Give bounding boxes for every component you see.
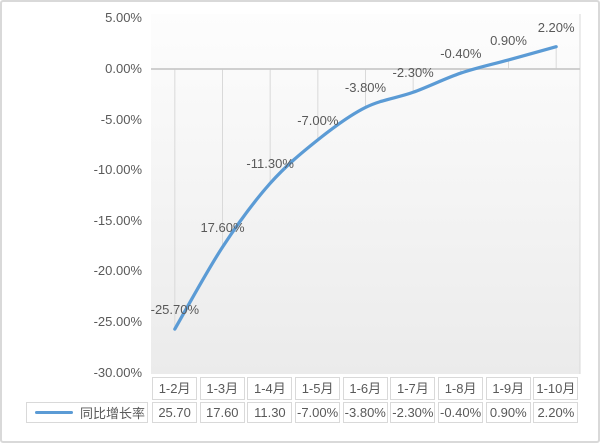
- data-point-label: -11.30%: [246, 156, 294, 172]
- data-table-value-cell: 17.60: [199, 402, 245, 423]
- data-table-month-cell: 1-8月: [438, 377, 484, 400]
- data-table-value-cell: -2.30%: [390, 402, 436, 423]
- series-line-同比增长率: [173, 45, 558, 331]
- data-point-label: -2.30%: [392, 65, 434, 81]
- data-table-value-cell: -0.40%: [438, 402, 484, 423]
- legend-series-label: 同比增长率: [80, 406, 146, 421]
- data-table-value-cell: 0.90%: [485, 402, 531, 423]
- data-table-value-cell: -3.80%: [342, 402, 388, 423]
- data-point-label: -0.40%: [440, 46, 482, 62]
- plot-background: [151, 14, 580, 374]
- y-axis-tick-label: -5.00%: [100, 111, 142, 127]
- data-table-value-cell: 11.30: [247, 402, 293, 423]
- data-point-label: -3.80%: [344, 80, 387, 96]
- data-point-label: 0.90%: [490, 32, 527, 48]
- data-table-month-cell: 1-7月: [390, 377, 436, 400]
- data-table-value-cell: -7.00%: [295, 402, 341, 423]
- legend-line-swatch: [35, 411, 73, 414]
- data-table-month-cell: 1-9月: [485, 377, 531, 400]
- data-table-month-cell: 1-10月: [533, 377, 579, 400]
- data-table-month-cell: 1-4月: [247, 377, 293, 400]
- y-axis-tick-label: 0.00%: [105, 61, 142, 76]
- y-axis-tick-label: -10.00%: [93, 162, 142, 178]
- data-table-value-cell: 2.20%: [533, 402, 579, 423]
- y-axis-tick-label: -20.00%: [93, 263, 142, 279]
- legend: 同比增长率: [26, 402, 148, 423]
- data-table-month-cell: 1-5月: [295, 377, 341, 400]
- data-table-month-cell: 1-6月: [342, 377, 388, 400]
- data-point-label: 2.20%: [537, 19, 575, 35]
- data-table-month-cell: 1-3月: [199, 377, 245, 400]
- data-point-label: -25.70%: [150, 302, 200, 318]
- data-point-label: -7.00%: [297, 112, 339, 128]
- y-axis-tick-label: -15.00%: [93, 212, 142, 228]
- y-axis-tick-label: -25.00%: [93, 314, 142, 329]
- data-point-label: 17.60%: [200, 220, 245, 236]
- y-axis-tick-label: 5.00%: [105, 10, 142, 26]
- y-axis-tick-label: -30.00%: [93, 364, 142, 380]
- data-table-month-cell: 1-2月: [152, 377, 198, 400]
- data-table-value-cell: 25.70: [152, 402, 198, 423]
